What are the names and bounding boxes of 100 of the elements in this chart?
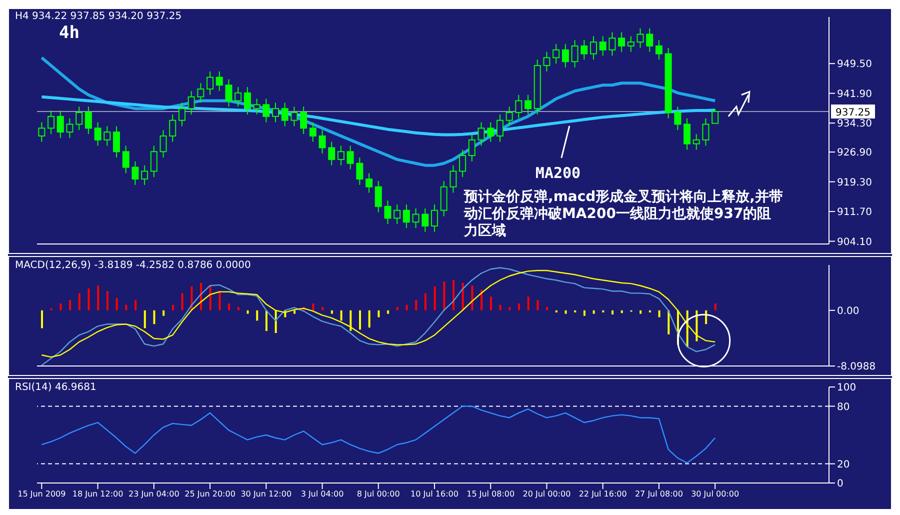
candlestick: [655, 40, 662, 60]
bar: [88, 288, 90, 310]
x-tick-label: 15 Jun 2009: [18, 490, 66, 499]
bar: [322, 306, 324, 310]
candlestick: [562, 44, 569, 68]
candlestick: [76, 106, 83, 131]
bar: [350, 310, 352, 331]
candlestick: [48, 110, 55, 135]
candlestick: [309, 122, 316, 142]
ref-line-label: 937.25: [836, 108, 870, 119]
candlestick: [178, 102, 186, 127]
bar: [592, 310, 595, 314]
candlestick: [169, 114, 176, 142]
y-tick-label: 949.50: [837, 59, 872, 70]
candlestick: [328, 141, 336, 166]
candlestick: [599, 36, 606, 56]
candlestick: [384, 200, 392, 225]
bar: [640, 310, 642, 314]
bar: [452, 280, 455, 310]
candlestick: [262, 98, 270, 123]
candlestick: [506, 106, 513, 127]
candlestick: [244, 86, 251, 115]
candlestick: [216, 70, 223, 92]
bar: [434, 286, 436, 310]
bar: [218, 291, 221, 310]
y-tick-label: 0: [837, 478, 844, 490]
candlestick: [253, 98, 260, 115]
candlestick: [394, 204, 401, 225]
bar: [97, 286, 100, 310]
candlestick: [38, 122, 46, 142]
chart-subtitle: H4 934.22 937.85 934.20 937.25: [15, 11, 182, 22]
candlestick: [515, 94, 522, 119]
candlestick: [674, 106, 682, 131]
x-tick-label: 22 Jul 16:00: [578, 490, 627, 499]
chart-title: MACD(12,26,9) -3.8189 -4.2582 0.8786 0.0000: [15, 260, 251, 271]
bar: [424, 293, 426, 310]
bar: [490, 296, 492, 310]
annotation: 预计金价反弹,macd形成金叉预计将向上释放,并带动汇价反弹冲破MA200一线阻力也就使937的阻力区域: [464, 189, 784, 240]
candlestick: [459, 149, 466, 178]
text: MA200: [535, 164, 581, 182]
bar: [358, 310, 361, 330]
candlestick: [487, 122, 494, 142]
bar: [612, 310, 614, 314]
line-series: [41, 406, 716, 464]
candlestick: [627, 36, 634, 52]
y-tick-label: 919.30: [837, 177, 872, 188]
candlestick: [402, 204, 410, 228]
bar: [471, 286, 474, 310]
bar: [480, 290, 483, 310]
bar: [162, 310, 165, 316]
x-tick-label: 3 Jul 04:00: [300, 490, 344, 499]
bar: [518, 303, 520, 310]
chart-title: RSI(14) 46.9681: [15, 382, 96, 393]
bar: [116, 298, 118, 310]
candlestick: [197, 82, 204, 104]
bar: [153, 310, 156, 324]
y-tick-label: -8.0988: [837, 362, 876, 373]
bar: [536, 300, 539, 310]
candlestick: [113, 126, 120, 158]
bar: [499, 304, 502, 310]
candlestick: [646, 28, 654, 52]
candlestick: [692, 134, 700, 150]
line-series: [40, 56, 717, 167]
bar: [134, 300, 137, 310]
bar: [527, 296, 530, 310]
candlestick: [356, 157, 364, 186]
candlestick: [290, 106, 298, 127]
bar: [340, 310, 342, 321]
bar: [658, 310, 660, 318]
candlestick: [104, 126, 111, 146]
candlestick: [580, 40, 588, 60]
bar: [564, 310, 567, 314]
y-tick-label: 904.10: [837, 236, 872, 248]
candlestick: [300, 106, 308, 135]
bar: [125, 304, 128, 310]
y-tick-label: 941.90: [837, 88, 872, 100]
bar: [378, 310, 380, 318]
x-tick-label: 30 Jun 12:00: [240, 490, 292, 499]
bar: [387, 310, 390, 314]
y-tick-label: 100: [837, 382, 856, 394]
bar: [312, 303, 314, 310]
candlestick: [66, 118, 74, 138]
x-tick-label: 15 Jul 08:00: [466, 490, 515, 499]
candlestick: [618, 32, 626, 52]
bar: [106, 291, 108, 310]
bar: [508, 306, 511, 310]
candlestick: [346, 145, 354, 170]
candlestick: [608, 32, 616, 56]
bar: [78, 293, 80, 310]
candlestick: [468, 134, 476, 162]
bar: [546, 306, 548, 310]
candlestick: [141, 164, 148, 186]
candlestick: [712, 108, 719, 124]
candlestick: [337, 145, 344, 166]
candlestick: [636, 28, 644, 48]
y-tick-label: 20: [837, 459, 850, 470]
bar: [396, 306, 398, 310]
candlestick: [450, 164, 457, 194]
candlestick: [590, 36, 597, 60]
candlestick: [56, 110, 64, 138]
